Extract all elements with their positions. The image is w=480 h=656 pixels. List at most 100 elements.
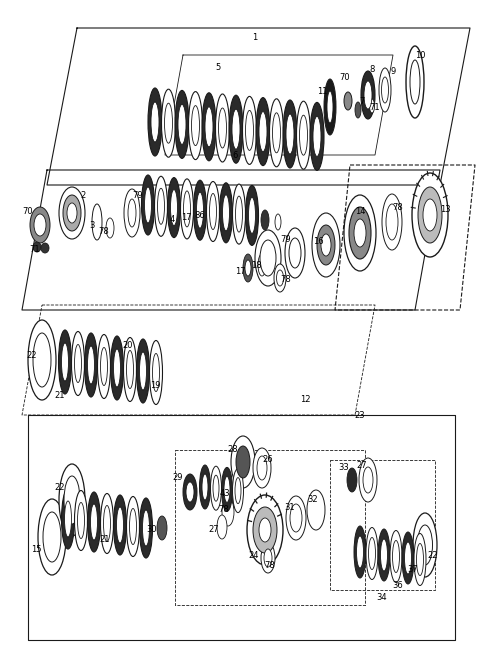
Ellipse shape — [41, 243, 49, 253]
Ellipse shape — [275, 214, 281, 230]
Ellipse shape — [206, 182, 219, 241]
Ellipse shape — [283, 100, 297, 168]
Ellipse shape — [261, 543, 275, 573]
Ellipse shape — [151, 102, 159, 142]
Ellipse shape — [231, 436, 255, 488]
Ellipse shape — [136, 339, 149, 403]
Ellipse shape — [38, 499, 66, 575]
Ellipse shape — [273, 113, 280, 153]
Ellipse shape — [72, 331, 84, 396]
Text: 1: 1 — [252, 33, 258, 43]
Ellipse shape — [28, 320, 56, 400]
Ellipse shape — [386, 204, 398, 240]
Ellipse shape — [259, 112, 267, 152]
Text: 29: 29 — [173, 474, 183, 483]
Ellipse shape — [143, 510, 149, 546]
Ellipse shape — [223, 195, 229, 231]
Ellipse shape — [59, 330, 72, 394]
Ellipse shape — [153, 354, 159, 392]
Text: 8: 8 — [369, 66, 375, 75]
Text: 78: 78 — [281, 276, 291, 285]
Text: 33: 33 — [338, 464, 349, 472]
Text: 20: 20 — [123, 340, 133, 350]
Ellipse shape — [100, 348, 108, 386]
Ellipse shape — [168, 178, 180, 237]
Ellipse shape — [149, 340, 163, 405]
Text: 31: 31 — [285, 502, 295, 512]
Ellipse shape — [413, 513, 437, 577]
Ellipse shape — [417, 544, 423, 575]
Ellipse shape — [369, 537, 375, 569]
Text: 13: 13 — [440, 205, 450, 215]
Ellipse shape — [92, 204, 102, 240]
Text: 28: 28 — [228, 445, 238, 455]
Ellipse shape — [59, 464, 85, 536]
Ellipse shape — [355, 102, 361, 118]
Ellipse shape — [61, 489, 74, 549]
Text: 26: 26 — [263, 455, 273, 464]
Ellipse shape — [205, 107, 213, 147]
Ellipse shape — [276, 270, 284, 286]
Ellipse shape — [321, 234, 331, 256]
Ellipse shape — [255, 230, 281, 286]
Text: 34: 34 — [377, 594, 387, 602]
Ellipse shape — [264, 549, 272, 567]
Ellipse shape — [216, 94, 229, 162]
Text: 4: 4 — [169, 216, 175, 224]
Ellipse shape — [106, 218, 114, 238]
Ellipse shape — [192, 106, 200, 146]
Ellipse shape — [77, 502, 84, 539]
Ellipse shape — [140, 498, 153, 558]
Ellipse shape — [63, 195, 81, 231]
Ellipse shape — [253, 448, 271, 488]
Text: 70: 70 — [340, 73, 350, 83]
Ellipse shape — [64, 501, 72, 537]
Ellipse shape — [221, 467, 232, 512]
Ellipse shape — [110, 336, 123, 400]
Ellipse shape — [313, 116, 321, 156]
Ellipse shape — [256, 98, 270, 165]
Ellipse shape — [382, 194, 402, 250]
Ellipse shape — [183, 191, 191, 227]
Ellipse shape — [189, 92, 203, 159]
Ellipse shape — [142, 175, 155, 235]
Ellipse shape — [193, 180, 206, 240]
Ellipse shape — [379, 68, 391, 112]
Ellipse shape — [364, 81, 372, 109]
Text: 21: 21 — [55, 390, 65, 400]
Ellipse shape — [117, 507, 123, 543]
Ellipse shape — [349, 207, 371, 259]
Text: 32: 32 — [308, 495, 318, 504]
Ellipse shape — [157, 516, 167, 540]
Ellipse shape — [74, 344, 82, 382]
Text: 37: 37 — [408, 565, 419, 575]
Ellipse shape — [148, 88, 162, 156]
Text: 15: 15 — [31, 546, 41, 554]
Ellipse shape — [213, 475, 219, 501]
Ellipse shape — [30, 207, 50, 243]
Text: 18: 18 — [251, 260, 261, 270]
Ellipse shape — [222, 498, 234, 526]
Ellipse shape — [357, 536, 363, 568]
Ellipse shape — [178, 104, 186, 144]
Ellipse shape — [245, 110, 253, 150]
Ellipse shape — [33, 242, 41, 252]
Ellipse shape — [347, 468, 357, 492]
Ellipse shape — [412, 173, 448, 257]
Ellipse shape — [165, 103, 172, 143]
Ellipse shape — [34, 214, 46, 236]
Ellipse shape — [123, 337, 136, 401]
Text: 14: 14 — [355, 207, 365, 216]
Ellipse shape — [418, 525, 432, 565]
Ellipse shape — [202, 92, 216, 161]
Ellipse shape — [344, 195, 376, 271]
Ellipse shape — [245, 186, 259, 245]
Text: 12: 12 — [300, 396, 310, 405]
Text: 78: 78 — [218, 504, 229, 514]
Text: 78: 78 — [264, 560, 276, 569]
Ellipse shape — [211, 466, 221, 510]
Ellipse shape — [344, 92, 352, 110]
Text: 27: 27 — [357, 461, 367, 470]
Ellipse shape — [354, 219, 366, 247]
Ellipse shape — [324, 79, 336, 135]
